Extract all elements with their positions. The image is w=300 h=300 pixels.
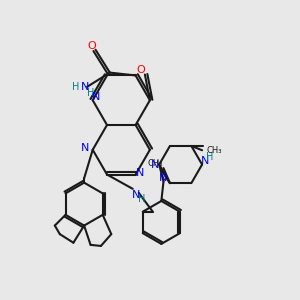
- Text: N: N: [135, 167, 144, 178]
- Text: N: N: [201, 155, 209, 166]
- Text: CH₃: CH₃: [148, 159, 163, 168]
- Text: CH₃: CH₃: [206, 146, 222, 155]
- Text: H: H: [206, 152, 214, 161]
- Text: N: N: [151, 160, 159, 170]
- Text: H: H: [87, 88, 95, 98]
- Text: O: O: [136, 65, 145, 76]
- Text: O: O: [87, 41, 96, 51]
- Text: N: N: [159, 173, 168, 183]
- Text: N: N: [80, 143, 89, 153]
- Text: N: N: [132, 190, 140, 200]
- Text: H: H: [138, 194, 146, 204]
- Text: N: N: [92, 92, 100, 102]
- Text: H: H: [72, 82, 79, 92]
- Text: N: N: [81, 82, 89, 92]
